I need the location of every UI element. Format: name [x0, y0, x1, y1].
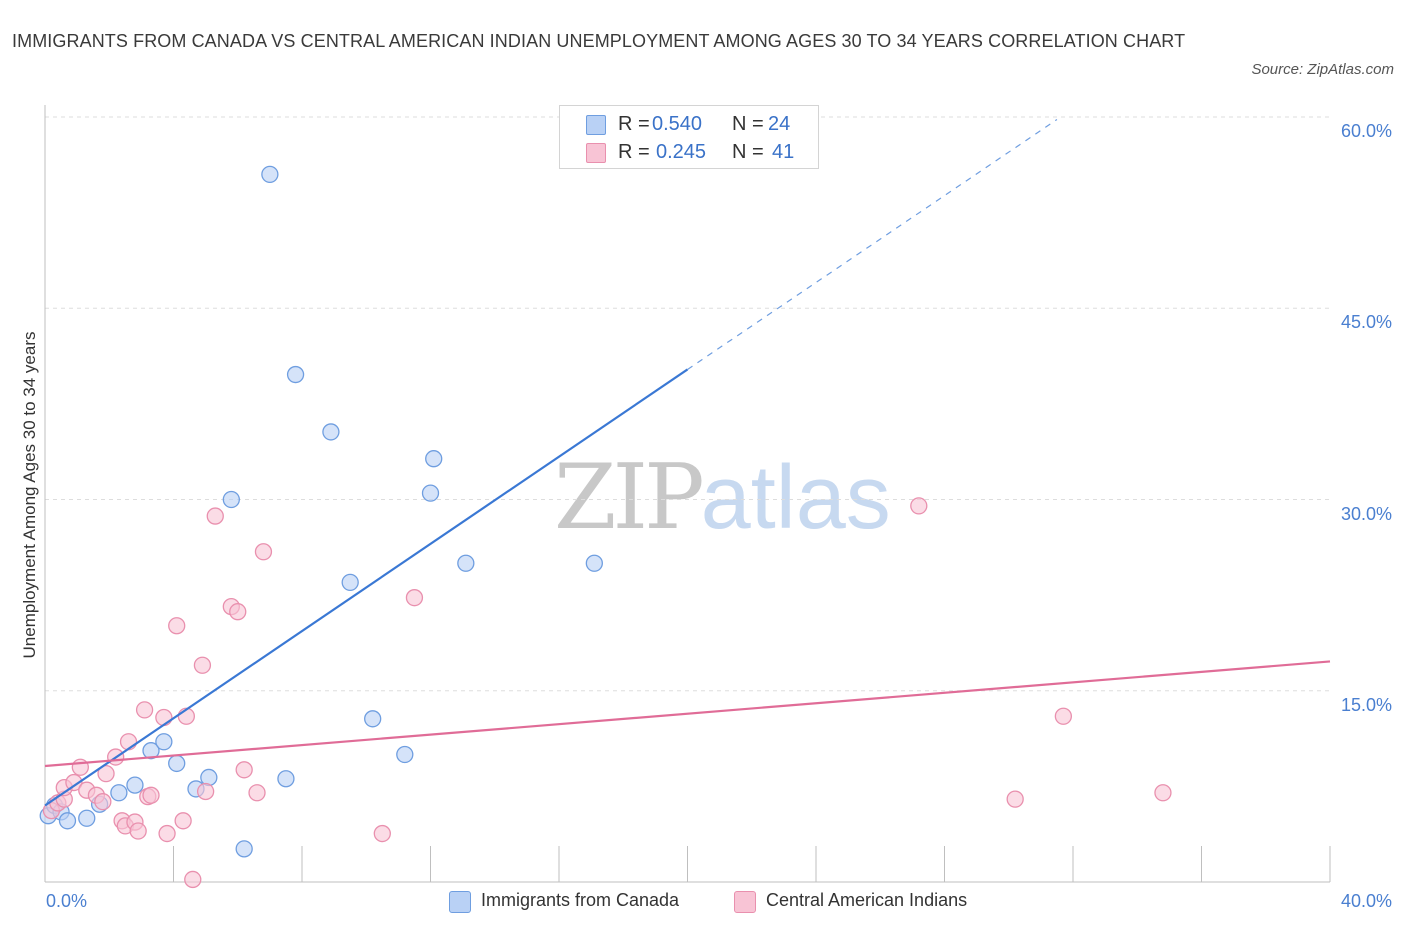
legend-n-value-2: 41 — [772, 141, 795, 163]
trend-line-canada-extension — [687, 119, 1058, 370]
chart-title: IMMIGRANTS FROM CANADA VS CENTRAL AMERIC… — [12, 31, 1186, 51]
point-cai-20 — [158, 824, 176, 843]
legend-r-value-2: 0.245 — [656, 141, 707, 163]
point-canada-17 — [286, 365, 305, 384]
trend-line-cai — [44, 660, 1331, 768]
point-cai-29 — [229, 603, 247, 621]
point-cai-26 — [196, 782, 215, 801]
y-tick-label-30: 30.0% — [1340, 503, 1392, 524]
point-canada-20 — [364, 710, 382, 728]
point-canada-3 — [58, 812, 77, 830]
point-canada-25 — [585, 554, 603, 572]
point-cai-25 — [193, 656, 212, 674]
x-tick-label-min: 0.0% — [46, 891, 88, 911]
point-canada-24 — [457, 554, 475, 572]
point-canada-13 — [222, 490, 240, 509]
point-canada-12 — [200, 768, 218, 787]
point-canada-10 — [168, 754, 186, 773]
trend-layer — [44, 119, 1331, 807]
point-cai-31 — [248, 784, 266, 802]
point-cai-37 — [1054, 707, 1073, 725]
y-tick-label-60: 60.0% — [1340, 121, 1392, 141]
point-canada-22 — [421, 484, 440, 502]
point-canada-15 — [261, 165, 279, 184]
point-cai-8 — [94, 793, 112, 811]
axis-layer — [44, 105, 1331, 883]
bottom-legend-swatch-pink — [734, 891, 756, 913]
point-cai-16 — [135, 701, 154, 719]
point-cai-27 — [206, 507, 224, 525]
point-canada-16 — [277, 770, 295, 788]
legend-n-label-1: N = — [732, 113, 764, 135]
x-tick-label-max: 40.0% — [1340, 891, 1392, 911]
point-canada-19 — [341, 573, 359, 592]
bottom-legend-label-cai: Central American Indians — [766, 890, 968, 910]
point-cai-22 — [174, 812, 192, 830]
point-cai-38 — [1154, 784, 1172, 802]
point-cai-21 — [168, 617, 186, 635]
point-canada-6 — [110, 784, 128, 802]
point-cai-30 — [235, 761, 253, 779]
point-canada-14 — [235, 840, 253, 858]
point-cai-34 — [405, 589, 424, 607]
watermark: ZIPatlas — [554, 445, 891, 550]
point-canada-18 — [322, 423, 340, 441]
point-canada-23 — [425, 450, 443, 468]
point-cai-19 — [155, 708, 173, 727]
point-canada-4 — [78, 809, 96, 827]
source-label: Source: ZipAtlas.com — [1251, 61, 1394, 78]
legend-n-value-1: 24 — [768, 113, 791, 135]
point-cai-18 — [142, 786, 160, 804]
point-cai-24 — [184, 870, 202, 889]
point-canada-9 — [155, 733, 173, 751]
legend-r-label-1: R = — [618, 113, 650, 135]
point-canada-8 — [142, 742, 160, 760]
stats-legend: R = 0.540 N = 24 R = 0.245 N = 41 — [559, 105, 819, 169]
points-layer — [39, 165, 1172, 889]
point-cai-35 — [910, 497, 928, 515]
point-cai-13 — [119, 733, 138, 751]
legend-swatch-blue — [586, 115, 606, 135]
bottom-legend-swatch-blue — [449, 891, 471, 913]
point-cai-15 — [129, 822, 147, 840]
trend-line-canada — [44, 368, 689, 807]
legend-r-label-2: R = — [618, 141, 650, 163]
point-cai-33 — [373, 824, 391, 843]
bottom-legend-label-canada: Immigrants from Canada — [481, 890, 680, 910]
point-cai-4 — [65, 773, 83, 792]
y-axis-label: Unemployment Among Ages 30 to 34 years — [20, 331, 39, 659]
watermark-zip: ZIP — [554, 445, 705, 550]
point-cai-36 — [1006, 790, 1024, 808]
point-canada-21 — [396, 745, 414, 764]
legend-r-value-1: 0.540 — [652, 113, 703, 135]
legend-n-label-2: N = — [732, 141, 764, 163]
point-canada-7 — [126, 776, 144, 794]
point-cai-9 — [97, 764, 115, 783]
y-tick-label-15: 15.0% — [1340, 694, 1392, 715]
y-tick-label-45: 45.0% — [1340, 312, 1392, 333]
point-cai-32 — [254, 543, 273, 561]
legend-swatch-pink — [586, 143, 606, 163]
watermark-atlas: atlas — [700, 448, 891, 548]
